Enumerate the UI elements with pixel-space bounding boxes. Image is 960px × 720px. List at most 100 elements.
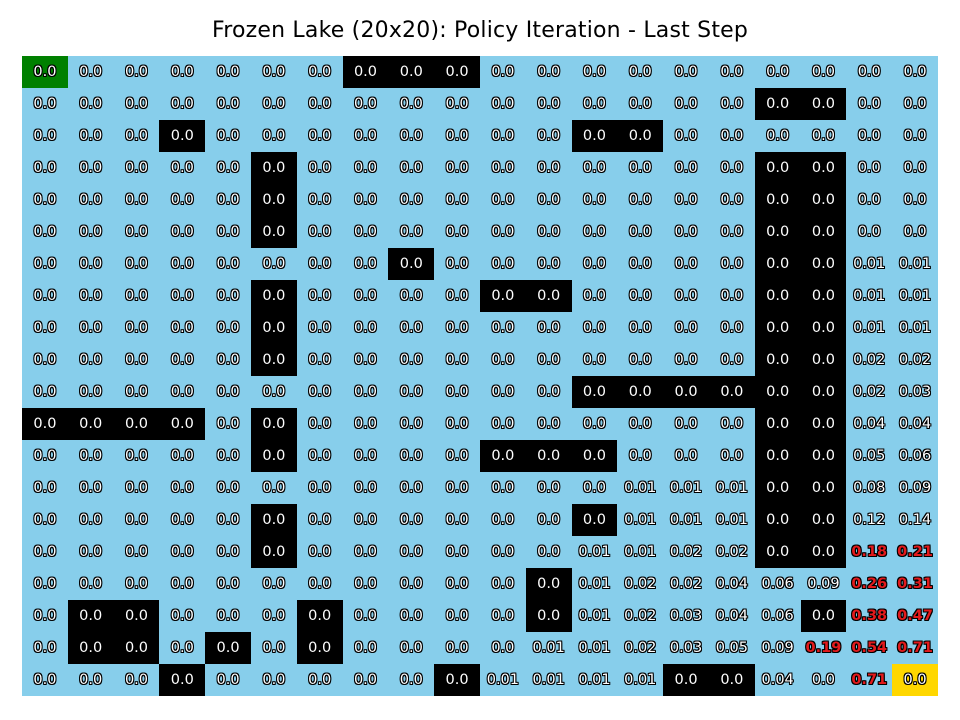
frozen-cell: 0.0 <box>479 504 526 536</box>
state-value: 0.0 <box>903 127 927 144</box>
state-value: 0.0 <box>537 479 561 496</box>
state-value: 0.0 <box>308 575 332 592</box>
frozen-cell: 0.0 <box>342 440 389 472</box>
hole-cell: 0.0 <box>525 568 572 600</box>
frozen-cell: 0.0 <box>342 568 389 600</box>
state-value: 0.47 <box>897 607 933 624</box>
state-value: 0.0 <box>170 511 194 528</box>
state-value: 0.0 <box>582 63 606 80</box>
frozen-cell: 0.0 <box>708 56 755 88</box>
state-value: 0.02 <box>853 351 886 368</box>
state-value: 0.0 <box>628 159 652 176</box>
state-value: 0.0 <box>308 63 332 80</box>
state-value: 0.0 <box>33 159 57 176</box>
state-value: 0.0 <box>399 319 423 336</box>
state-value: 0.0 <box>674 95 698 112</box>
hole-cell: 0.0 <box>250 280 297 312</box>
frozen-cell: 0.0 <box>663 88 709 120</box>
hole-cell: 0.0 <box>159 664 206 696</box>
state-value: 0.0 <box>582 127 606 144</box>
hole-cell: 0.0 <box>754 152 801 184</box>
state-value: 0.0 <box>33 415 57 432</box>
state-value: 0.01 <box>853 319 886 336</box>
state-value: 0.03 <box>669 607 703 624</box>
frozen-cell: 0.0 <box>617 88 664 120</box>
state-value: 0.0 <box>720 351 744 368</box>
frozen-cell: 0.03 <box>663 600 709 632</box>
hole-cell: 0.0 <box>571 120 618 152</box>
state-value: 0.01 <box>898 287 932 304</box>
frozen-cell: 0.0 <box>159 344 206 376</box>
state-value: 0.0 <box>445 479 469 496</box>
state-value: 0.0 <box>124 95 149 112</box>
frozen-cell: 0.0 <box>342 632 389 664</box>
state-value: 0.0 <box>170 479 194 496</box>
state-value: 0.01 <box>624 671 657 688</box>
frozen-cell: 0.0 <box>434 472 480 504</box>
state-value: 0.0 <box>216 543 240 560</box>
frozen-cell: 0.0 <box>708 280 755 312</box>
state-value: 0.0 <box>720 671 744 688</box>
state-value: 0.0 <box>537 127 561 144</box>
frozen-cell: 0.0 <box>296 312 343 344</box>
frozen-cell: 0.0 <box>434 568 480 600</box>
frozen-cell: 0.0 <box>571 472 618 504</box>
frozen-cell: 0.0 <box>159 504 206 536</box>
frozen-cell: 0.0 <box>205 88 251 120</box>
frozen-cell: 0.0 <box>525 248 572 280</box>
state-value: 0.0 <box>353 159 377 176</box>
state-value: 0.0 <box>170 159 194 176</box>
frozen-cell: 0.0 <box>250 568 297 600</box>
frozen-cell: 0.0 <box>159 184 206 216</box>
state-value: 0.0 <box>766 383 790 400</box>
state-value: 0.0 <box>766 191 790 208</box>
frozen-cell: 0.0 <box>617 216 664 248</box>
frozen-cell: 0.0 <box>113 472 160 504</box>
state-value: 0.0 <box>216 671 240 688</box>
state-value: 0.0 <box>79 575 103 592</box>
state-value: 0.0 <box>628 95 652 112</box>
state-value: 0.19 <box>805 639 842 656</box>
state-value: 0.0 <box>766 415 790 432</box>
hole-cell: 0.0 <box>800 440 847 472</box>
frozen-cell: 0.0 <box>525 536 572 568</box>
frozen-cell: 0.0 <box>342 88 389 120</box>
frozen-cell: 0.0 <box>296 280 343 312</box>
state-value: 0.0 <box>537 319 561 336</box>
hole-cell: 0.0 <box>754 504 801 536</box>
state-value: 0.0 <box>766 63 790 80</box>
frozen-cell: 0.0 <box>67 88 114 120</box>
frozen-cell: 0.0 <box>205 472 251 504</box>
frozen-cell: 0.02 <box>892 344 938 376</box>
state-value: 0.0 <box>399 159 423 176</box>
frozen-cell: 0.0 <box>617 152 664 184</box>
state-value: 0.21 <box>897 543 933 560</box>
frozen-cell: 0.0 <box>113 56 160 88</box>
state-value: 0.02 <box>898 351 932 368</box>
frozen-cell: 0.0 <box>113 440 160 472</box>
hole-cell: 0.0 <box>67 408 114 440</box>
state-value: 0.0 <box>491 159 515 176</box>
state-value: 0.0 <box>491 447 515 464</box>
frozen-cell: 0.01 <box>571 664 618 696</box>
state-value: 0.0 <box>79 255 103 272</box>
state-value: 0.09 <box>898 479 932 496</box>
state-value: 0.0 <box>170 415 194 432</box>
state-value: 0.0 <box>79 447 103 464</box>
state-value: 0.01 <box>578 575 611 592</box>
frozen-cell: 0.0 <box>525 504 572 536</box>
state-value: 0.0 <box>720 415 744 432</box>
state-value: 0.0 <box>811 95 835 112</box>
hole-cell: 0.0 <box>22 408 68 440</box>
frozen-cell: 0.0 <box>663 280 709 312</box>
frozen-cell: 0.03 <box>663 632 709 664</box>
state-value: 0.0 <box>262 191 286 208</box>
frozen-cell: 0.0 <box>892 120 938 152</box>
frozen-cell: 0.0 <box>479 344 526 376</box>
frozen-cell: 0.02 <box>617 632 664 664</box>
hole-cell: 0.0 <box>479 280 526 312</box>
frozen-cell: 0.0 <box>434 184 480 216</box>
state-value: 0.0 <box>445 63 469 80</box>
frozen-cell: 0.01 <box>892 280 938 312</box>
state-value: 0.0 <box>170 575 194 592</box>
